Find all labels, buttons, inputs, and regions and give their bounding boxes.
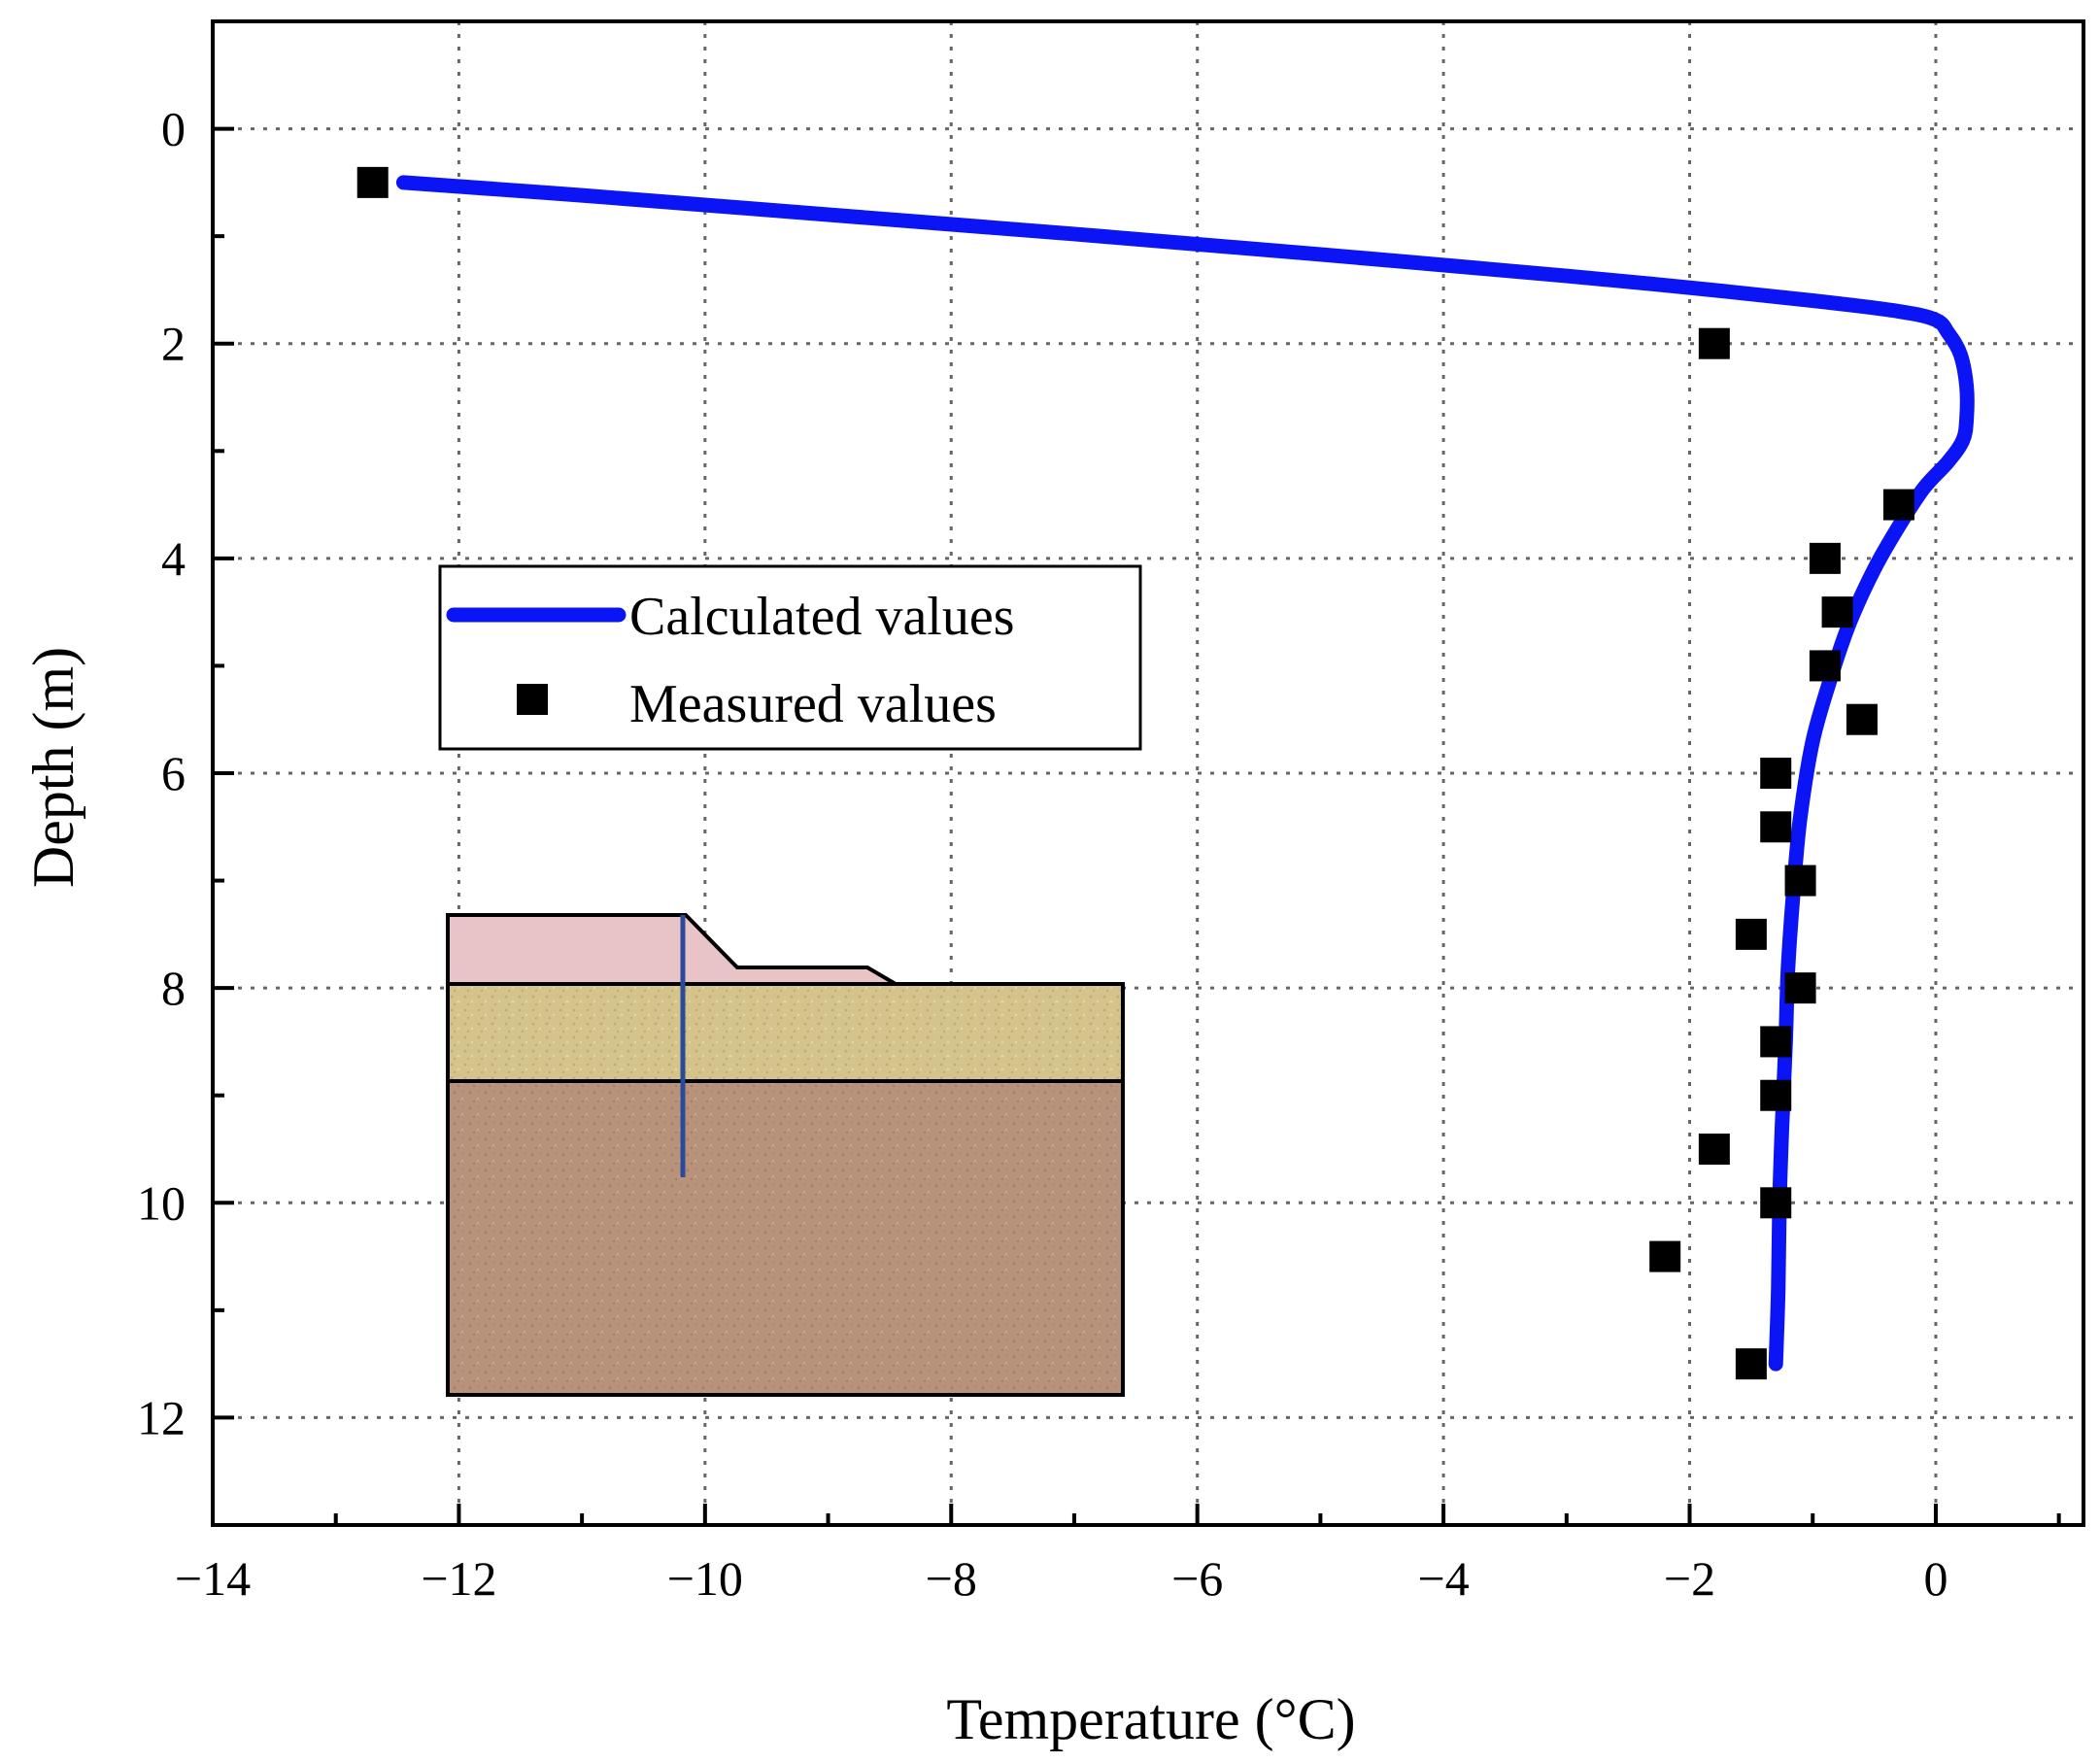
y-tick-label: 0 <box>161 102 186 156</box>
measured-point <box>1784 865 1816 897</box>
measured-point <box>1649 1240 1681 1272</box>
legend-label-calculated: Calculated values <box>629 587 1015 647</box>
measured-point <box>1735 918 1767 950</box>
measured-point <box>1846 703 1878 735</box>
axes: −14 −12 −10 −8 −6 −4 −2 0 0 2 4 6 8 10 12 <box>137 19 2085 1606</box>
measured-point <box>1784 972 1816 1004</box>
measured-point <box>1809 650 1841 682</box>
measured-point <box>1760 1026 1792 1058</box>
y-tick-label: 8 <box>161 961 186 1015</box>
measured-point <box>1735 1348 1767 1380</box>
measured-point <box>1760 811 1792 843</box>
x-tick-label: −8 <box>926 1551 977 1606</box>
x-tick-label: −12 <box>421 1551 496 1606</box>
permafrost-soil-layer <box>446 1079 1125 1397</box>
measured-point <box>1821 596 1853 628</box>
x-axis-title: Temperature (°C) <box>946 1687 1355 1751</box>
series-layer <box>356 166 1975 1380</box>
legend-box <box>438 564 1142 751</box>
y-tick-label: 6 <box>161 746 186 800</box>
y-tick-label: 2 <box>161 317 186 371</box>
measured-point <box>1760 1187 1792 1219</box>
soil-profile-schematic <box>446 913 1125 1397</box>
x-tick-label: −2 <box>1664 1551 1715 1606</box>
y-axis-title: Depth (m) <box>21 647 85 888</box>
y-tick-label: 4 <box>161 531 186 586</box>
measured-point <box>1698 327 1730 359</box>
measured-point <box>1760 1079 1792 1111</box>
x-tick-label: −4 <box>1418 1551 1470 1606</box>
measured-point <box>1698 1134 1730 1165</box>
measured-point <box>356 166 389 198</box>
legend: Calculated values Measured values <box>438 564 1142 751</box>
measured-point <box>1882 489 1914 521</box>
active-sand-layer <box>446 982 1125 1083</box>
embankment-body <box>446 913 903 986</box>
y-tick-label: 10 <box>137 1175 186 1230</box>
calculated-values-line <box>395 175 1975 1372</box>
measured-point <box>1760 758 1792 789</box>
legend-marker-swatch <box>517 684 548 715</box>
legend-label-measured: Measured values <box>629 674 997 734</box>
x-tick-label: 0 <box>1923 1551 1948 1606</box>
measured-point <box>1809 542 1841 574</box>
x-tick-label: −14 <box>175 1551 251 1606</box>
x-tick-label: −10 <box>667 1551 743 1606</box>
x-tick-label: −6 <box>1171 1551 1223 1606</box>
y-tick-label: 12 <box>137 1390 186 1444</box>
